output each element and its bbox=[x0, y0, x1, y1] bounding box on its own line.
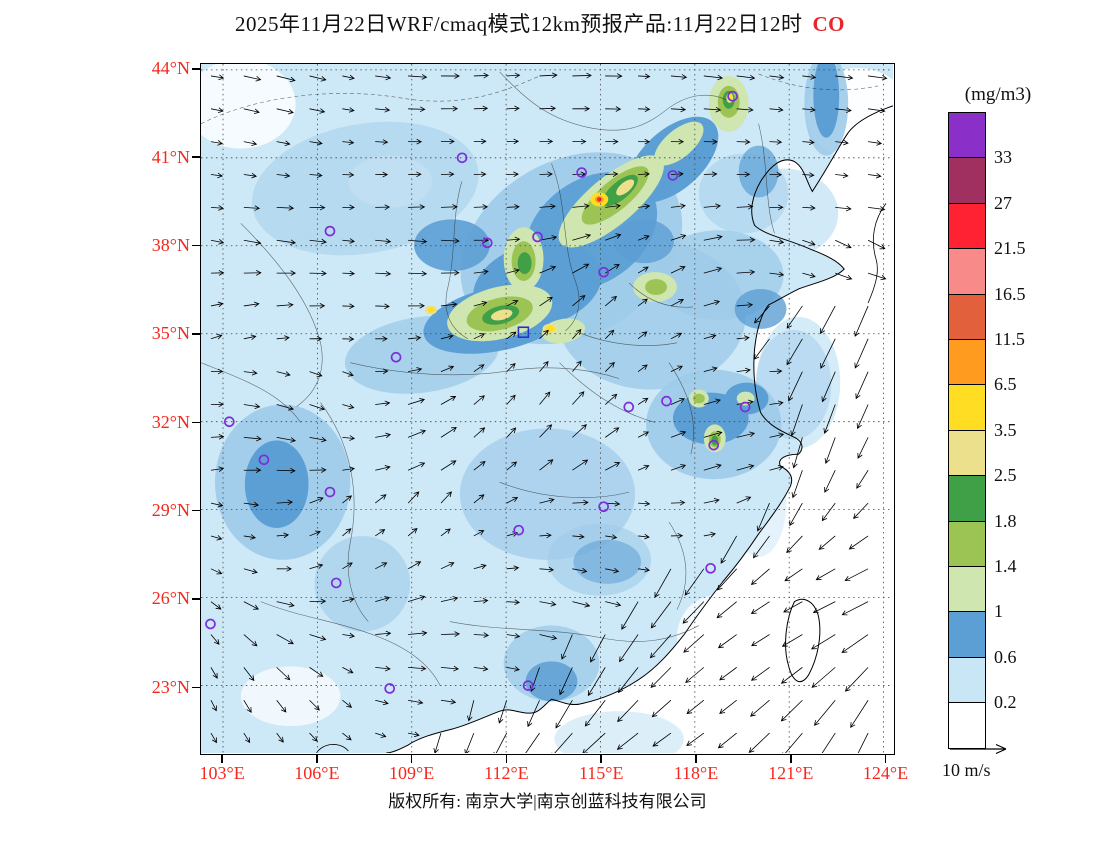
legend-unit-label: (mg/m3) bbox=[964, 84, 1032, 105]
concentration-shading bbox=[201, 64, 893, 753]
x-tick-label: 118°E bbox=[673, 763, 719, 783]
y-tick-label: 32°N bbox=[151, 411, 190, 432]
wind-scale-label: 10 m/s bbox=[942, 760, 991, 780]
legend-cell bbox=[949, 113, 985, 159]
x-tick-mark bbox=[316, 755, 318, 763]
x-tick-mark bbox=[505, 755, 508, 763]
legend-cell bbox=[949, 158, 985, 204]
x-tick-label: 124°E bbox=[862, 763, 909, 783]
legend-level-label: 3.5 bbox=[994, 419, 1017, 440]
legend-level-label: 2.5 bbox=[994, 465, 1017, 486]
grid-lines bbox=[201, 64, 893, 753]
colorbar bbox=[948, 112, 986, 750]
legend-level-label: 1.4 bbox=[994, 556, 1017, 576]
legend-level-label: 21.5 bbox=[994, 238, 1026, 259]
legend-level-label: 16.5 bbox=[994, 283, 1026, 304]
legend-cell bbox=[949, 703, 985, 749]
wind-arrows bbox=[210, 72, 888, 753]
y-tick-mark bbox=[192, 686, 200, 689]
x-tick-label: 109°E bbox=[389, 763, 435, 783]
wind-scale-arrow bbox=[950, 743, 1007, 755]
x-tick-mark bbox=[221, 755, 223, 763]
legend-cell bbox=[949, 657, 985, 704]
page-title: 2025年11月22日WRF/cmaq模式12km预报产品:11月22日12时 C… bbox=[0, 8, 1080, 38]
legend-cell bbox=[949, 294, 985, 340]
x-tick-mark bbox=[884, 755, 887, 763]
y-tick-mark bbox=[192, 244, 200, 247]
x-tick-label: 103°E bbox=[199, 763, 245, 783]
x-tick-mark bbox=[790, 755, 792, 763]
legend-cell bbox=[949, 521, 985, 567]
x-tick-mark bbox=[695, 755, 697, 763]
x-tick-mark bbox=[600, 755, 602, 763]
y-tick-label: 23°N bbox=[151, 676, 190, 697]
coastline bbox=[316, 105, 893, 753]
y-tick-label: 44°N bbox=[151, 58, 190, 79]
copyright-footer: 版权所有: 南京大学|南京创蓝科技有限公司 bbox=[388, 792, 707, 811]
legend-cell bbox=[949, 612, 985, 658]
title-species: CO bbox=[812, 12, 845, 36]
legend-level-label: 6.5 bbox=[994, 374, 1017, 395]
legend-cell bbox=[949, 249, 985, 295]
x-tick-label: 121°E bbox=[768, 763, 814, 783]
legend-cell bbox=[949, 430, 985, 477]
y-tick-mark bbox=[192, 509, 200, 512]
legend-cell bbox=[949, 339, 985, 386]
legend-level-label: 1 bbox=[994, 601, 1003, 622]
title-text: 2025年11月22日WRF/cmaq模式12km预报产品:11月22日12时 bbox=[235, 12, 803, 36]
legend-level-label: 0.6 bbox=[994, 646, 1017, 667]
y-tick-mark bbox=[192, 598, 200, 600]
x-tick-mark bbox=[410, 755, 413, 763]
x-tick-label: 115°E bbox=[578, 763, 624, 783]
legend-cell bbox=[949, 385, 985, 431]
legend-level-label: 1.8 bbox=[994, 510, 1017, 531]
station-markers bbox=[205, 90, 751, 694]
y-tick-label: 41°N bbox=[151, 146, 190, 167]
legend-level-label: 11.5 bbox=[994, 329, 1025, 349]
x-tick-label: 112°E bbox=[484, 763, 529, 783]
y-tick-label: 38°N bbox=[151, 235, 190, 256]
y-tick-label: 29°N bbox=[151, 500, 190, 521]
y-tick-mark bbox=[192, 68, 200, 70]
y-tick-mark bbox=[192, 421, 200, 423]
legend-cell bbox=[949, 203, 985, 250]
forecast-map bbox=[200, 63, 895, 755]
legend-level-label: 33 bbox=[994, 147, 1012, 168]
y-tick-mark bbox=[192, 333, 200, 335]
x-tick-label: 106°E bbox=[294, 763, 340, 783]
y-tick-label: 35°N bbox=[151, 323, 190, 344]
legend-level-label: 27 bbox=[994, 192, 1012, 213]
y-tick-mark bbox=[192, 156, 200, 158]
y-tick-label: 26°N bbox=[151, 588, 190, 609]
legend-cell bbox=[949, 476, 985, 522]
legend-level-label: 0.2 bbox=[994, 692, 1017, 713]
legend-cell bbox=[949, 566, 985, 613]
